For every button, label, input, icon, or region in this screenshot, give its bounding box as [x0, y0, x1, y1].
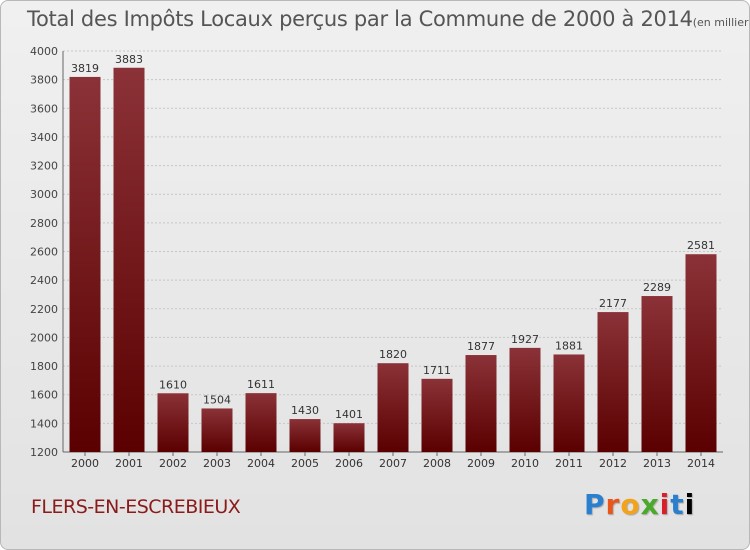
bar-2006: [333, 423, 365, 452]
bar-value-label: 2581: [687, 239, 715, 252]
chart-title: Total des Impôts Locaux perçus par la Co…: [27, 7, 749, 31]
bar-2008: [421, 378, 453, 452]
y-tick-label: 3000: [30, 188, 58, 201]
x-tick-label: 2014: [687, 457, 715, 470]
x-tick-label: 2000: [71, 457, 99, 470]
y-tick-label: 3400: [30, 131, 58, 144]
x-tick-label: 2002: [159, 457, 187, 470]
bar-value-label: 1877: [467, 340, 495, 353]
x-tick-label: 2003: [203, 457, 231, 470]
bar-value-label: 1881: [555, 339, 583, 352]
bar-value-label: 1711: [423, 364, 451, 377]
x-tick-label: 2012: [599, 457, 627, 470]
bar-2010: [509, 347, 541, 452]
bar-value-label: 2177: [599, 297, 627, 310]
bar-value-label: 3819: [71, 62, 99, 75]
bar-value-label: 2289: [643, 281, 671, 294]
y-tick-label: 2600: [30, 246, 58, 259]
y-tick-label: 3800: [30, 74, 58, 87]
y-tick-label: 1800: [30, 360, 58, 373]
bar-value-label: 1820: [379, 348, 407, 361]
bar-value-label: 1610: [159, 378, 187, 391]
bars: 3819 3883 1610 1504 1611 1430 1401 1820 1711 1877…: [69, 53, 717, 452]
y-tick-label: 3200: [30, 160, 58, 173]
x-tick-label: 2009: [467, 457, 495, 470]
x-tick-label: 2006: [335, 457, 363, 470]
chart-title-unit: (en milliers d'€): [692, 16, 749, 29]
y-tick-label: 1400: [30, 417, 58, 430]
x-tick-label: 2008: [423, 457, 451, 470]
x-tick-label: 2004: [247, 457, 275, 470]
bar-value-label: 1401: [335, 408, 363, 421]
bar-2007: [377, 363, 409, 452]
bar-2004: [245, 393, 277, 452]
x-tick-label: 2005: [291, 457, 319, 470]
bar-value-label: 1611: [247, 378, 275, 391]
chart-title-text: Total des Impôts Locaux perçus par la Co…: [27, 7, 693, 31]
y-tick-label: 2000: [30, 331, 58, 344]
bar-value-label: 1927: [511, 333, 539, 346]
bar-value-label: 1504: [203, 393, 231, 406]
y-tick-label: 1200: [30, 446, 58, 459]
axes: 1200 1400 1600 1800 2000 2200 2400 2600 2800 3000…: [30, 45, 723, 470]
bar-value-label: 3883: [115, 53, 143, 66]
x-tick-label: 2001: [115, 457, 143, 470]
bar-2003: [201, 408, 233, 452]
bar-2014: [685, 254, 717, 452]
x-tick-label: 2007: [379, 457, 407, 470]
bar-2011: [553, 354, 585, 452]
proxiti-logo: Proxiti: [584, 488, 696, 521]
x-tick-label: 2013: [643, 457, 671, 470]
bar-2005: [289, 419, 321, 452]
y-tick-label: 3600: [30, 102, 58, 115]
y-tick-label: 1600: [30, 389, 58, 402]
commune-name: FLERS-EN-ESCREBIEUX: [31, 496, 241, 518]
y-tick-label: 4000: [30, 45, 58, 58]
bar-2013: [641, 296, 673, 452]
y-tick-label: 2200: [30, 303, 58, 316]
x-tick-label: 2010: [511, 457, 539, 470]
y-tick-label: 2800: [30, 217, 58, 230]
bar-2001: [113, 67, 145, 452]
bar-2009: [465, 355, 497, 452]
bar-2000: [69, 76, 101, 452]
x-tick-label: 2011: [555, 457, 583, 470]
bar-value-label: 1430: [291, 404, 319, 417]
bar-2012: [597, 312, 629, 452]
bar-2002: [157, 393, 189, 452]
y-tick-label: 2400: [30, 274, 58, 287]
